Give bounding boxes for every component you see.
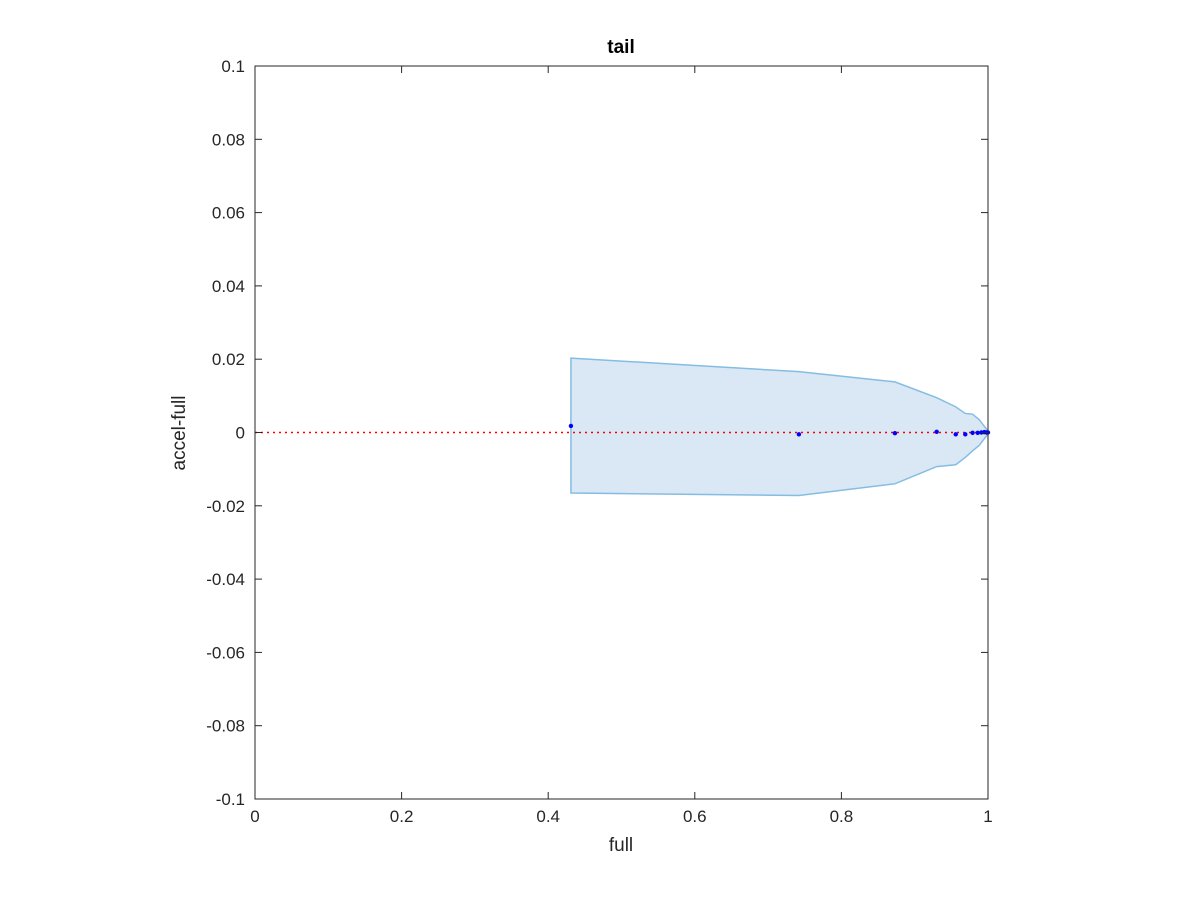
data-point — [963, 432, 968, 437]
y-tick-label: 0 — [236, 424, 245, 443]
y-tick-label: -0.04 — [206, 570, 245, 589]
confidence-band-layer — [570, 357, 989, 497]
y-tick-label: 0.06 — [212, 204, 245, 223]
y-tick-label: 0.04 — [212, 277, 245, 296]
y-tick-label: -0.06 — [206, 643, 245, 662]
y-axis-label: accel-full — [169, 396, 190, 471]
x-tick-label: 0.2 — [390, 807, 414, 826]
chart-title: tail — [607, 37, 634, 58]
y-tick-label: -0.02 — [206, 497, 245, 516]
x-tick-label: 0.8 — [830, 807, 854, 826]
x-tick-label: 0.6 — [683, 807, 707, 826]
y-tick-label: 0.1 — [221, 57, 245, 76]
x-axis-label: full — [609, 835, 633, 856]
data-point — [892, 431, 898, 436]
y-tick-label: 0.02 — [212, 350, 245, 369]
data-point — [934, 429, 939, 434]
data-point — [953, 432, 958, 437]
x-tick-label: 1 — [983, 807, 992, 826]
ticks-layer: 0 0.2 0.4 0.6 0.8 1 0.1 0.08 0.06 0.04 0.02 0 -0.02 -… — [206, 57, 992, 826]
data-point — [975, 430, 980, 436]
data-point — [796, 432, 802, 437]
y-tick-label: 0.08 — [212, 130, 245, 149]
x-tick-label: 0 — [250, 807, 259, 826]
y-tick-label: -0.08 — [206, 717, 245, 736]
confidence-band — [570, 357, 989, 497]
x-tick-label: 0.4 — [536, 807, 560, 826]
data-point — [568, 423, 574, 429]
data-point — [970, 430, 975, 436]
y-tick-label: -0.1 — [216, 790, 245, 809]
